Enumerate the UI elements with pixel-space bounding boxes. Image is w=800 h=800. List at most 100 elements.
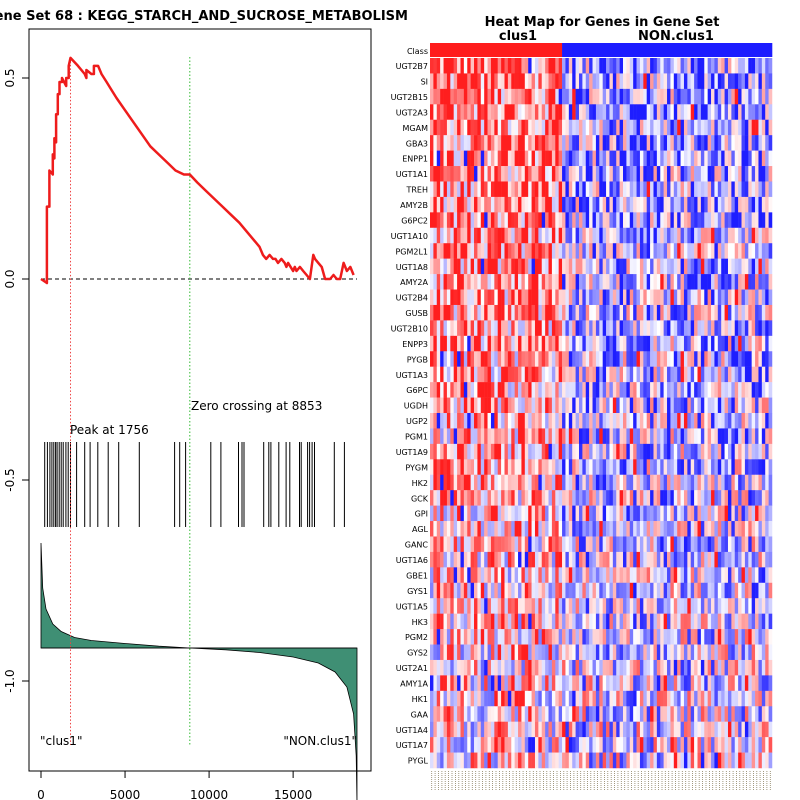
heatmap-cell [534, 119, 539, 136]
heatmap-cell [538, 644, 542, 661]
heatmap-cell [551, 536, 556, 553]
heatmap-cell [487, 150, 492, 167]
heatmap-cell [744, 582, 749, 599]
heatmap-cell [704, 752, 708, 769]
heatmap-cell [690, 490, 695, 506]
heatmap-cell [446, 366, 451, 383]
heatmap-cell [457, 613, 461, 630]
heatmap-cell [623, 397, 627, 414]
heatmap-cell [738, 505, 742, 522]
heatmap-cell [511, 690, 515, 707]
heatmap-cell [477, 598, 482, 614]
heatmap-cell [609, 536, 614, 553]
heatmap-cell [524, 521, 529, 537]
heatmap-cell [755, 88, 759, 105]
heatmap-cell [501, 644, 505, 661]
heatmap-cell [433, 644, 438, 661]
heatmap-cell [727, 196, 732, 213]
heatmap-cell [555, 212, 559, 229]
heatmap-cell [744, 521, 749, 537]
heatmap-cell [558, 659, 563, 676]
heatmap-cell [734, 459, 739, 475]
heatmap-cell [548, 181, 553, 198]
heatmap-cell [761, 304, 766, 321]
heatmap-cell [677, 88, 681, 105]
heatmap-cell [433, 119, 438, 136]
heatmap-cell [704, 181, 708, 198]
heatmap-cell [768, 119, 773, 136]
heatmap-cell [440, 474, 444, 491]
heatmap-cell [748, 258, 752, 275]
heatmap-cell [494, 181, 498, 198]
heatmap-cell [467, 382, 471, 398]
heatmap-cell [616, 166, 620, 182]
heatmap-cell [562, 166, 566, 182]
heatmap-cell [727, 397, 732, 414]
heatmap-cell [470, 274, 475, 290]
heatmap-cell [518, 721, 522, 738]
heatmap-cell [595, 551, 600, 568]
heatmap-cell [667, 675, 671, 692]
heatmap-cell [433, 737, 438, 753]
heatmap-cell [717, 73, 722, 90]
x-tick-label: 10000 [190, 788, 228, 800]
heatmap-cell [460, 366, 465, 383]
heatmap-cell [656, 752, 661, 769]
heatmap-cell [633, 443, 637, 460]
heatmap-cell [687, 274, 691, 290]
heatmap-cell [470, 567, 475, 584]
heatmap-cell [551, 258, 556, 275]
heatmap-cell [521, 73, 526, 90]
heatmap-cell [724, 227, 729, 244]
gene-label: AMY2B [400, 201, 428, 210]
heatmap-cell [623, 505, 627, 522]
heatmap-cell [450, 675, 454, 692]
heatmap-cell [633, 598, 637, 614]
heatmap-cell [467, 752, 471, 769]
heatmap-cell [565, 58, 570, 74]
heatmap-cell [700, 166, 705, 182]
heatmap-cell [673, 582, 678, 599]
heatmap-cell [484, 58, 488, 74]
heatmap-cell [514, 582, 519, 599]
heatmap-cell [467, 58, 471, 74]
gene-label: HK1 [412, 695, 428, 704]
heatmap-cell [734, 659, 739, 676]
heatmap-cell [534, 690, 539, 707]
heatmap-cell [514, 413, 519, 429]
heatmap-cell [565, 73, 570, 90]
heatmap-cell [578, 629, 583, 645]
heatmap-cell [582, 227, 587, 244]
heatmap-cell [690, 104, 695, 120]
heatmap-cell [521, 659, 526, 676]
heatmap-cell [518, 706, 522, 722]
heatmap-cell [704, 613, 708, 630]
heatmap-cell [721, 88, 725, 105]
heatmap-cell [487, 490, 492, 506]
heatmap-cell [480, 274, 485, 290]
heatmap-cell [545, 196, 549, 213]
heatmap-cell [595, 629, 600, 645]
heatmap-cell [541, 119, 546, 136]
heatmap-cell [690, 335, 695, 352]
heatmap-cell [497, 196, 502, 213]
heatmap-cell [683, 150, 688, 167]
heatmap-cell [575, 258, 580, 275]
heatmap-cell [562, 598, 566, 614]
heatmap-cell [714, 521, 719, 537]
heatmap-cell [450, 88, 454, 105]
heatmap-cell [487, 659, 492, 676]
heatmap-cell [660, 443, 664, 460]
heatmap-cell [524, 551, 529, 568]
heatmap-cell [619, 752, 624, 769]
heatmap-cell [687, 243, 691, 259]
heatmap-cell [650, 382, 654, 398]
heatmap-cell [595, 135, 600, 151]
heatmap-cell [738, 752, 742, 769]
heatmap-cell [707, 258, 712, 275]
heatmap-cell [731, 181, 736, 198]
heatmap-cell [582, 521, 587, 537]
heatmap-cell [440, 629, 444, 645]
heatmap-cell [748, 58, 752, 74]
heatmap-cell [497, 582, 502, 599]
